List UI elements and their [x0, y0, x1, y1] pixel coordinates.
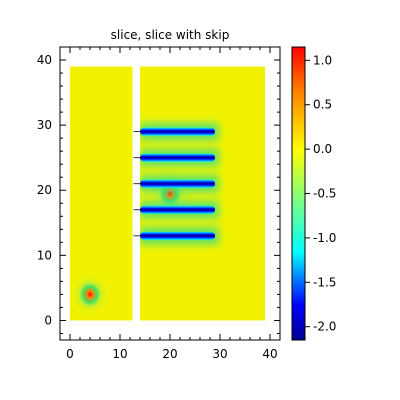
x-tick-label: 20 — [162, 347, 177, 361]
x-tick-label: 0 — [66, 347, 74, 361]
field-spot — [75, 277, 105, 312]
field-bar — [140, 179, 215, 188]
plot-area — [70, 66, 265, 321]
field-bar — [140, 231, 215, 240]
colorbar-gradient — [291, 46, 306, 341]
colorbar-tick-label: -1.5 — [313, 275, 336, 289]
colorbar-tick-label: -0.5 — [313, 187, 336, 201]
colorbar-tick-label: 1.0 — [313, 53, 332, 67]
y-tick-label: 30 — [37, 118, 52, 132]
x-tick-label: 30 — [212, 347, 227, 361]
colorbar-tick-label: 0.0 — [313, 142, 332, 156]
colorbar-tick-label: -2.0 — [313, 320, 336, 334]
y-tick-label: 0 — [44, 313, 52, 327]
y-tick-label: 10 — [37, 248, 52, 262]
field-bar — [140, 153, 215, 162]
axes: 0 10 20 30 40 0 10 20 30 40 — [37, 46, 281, 361]
field-bar — [140, 127, 215, 136]
x-tick-label: 10 — [112, 347, 127, 361]
slice-content — [70, 270, 112, 319]
colorbar-tick-label: -1.0 — [313, 231, 336, 245]
chart-title: slice, slice with skip — [111, 28, 230, 42]
colorbar: 1.0 0.5 0.0 -0.5 -1.0 -1.5 -2.0 — [291, 46, 336, 341]
slice-content — [140, 122, 219, 245]
y-tick-label: 40 — [37, 53, 52, 67]
y-tick-label: 20 — [37, 183, 52, 197]
x-tick-label: 40 — [262, 347, 277, 361]
field-bar — [140, 205, 215, 214]
colorbar-tick-label: 0.5 — [313, 98, 332, 112]
